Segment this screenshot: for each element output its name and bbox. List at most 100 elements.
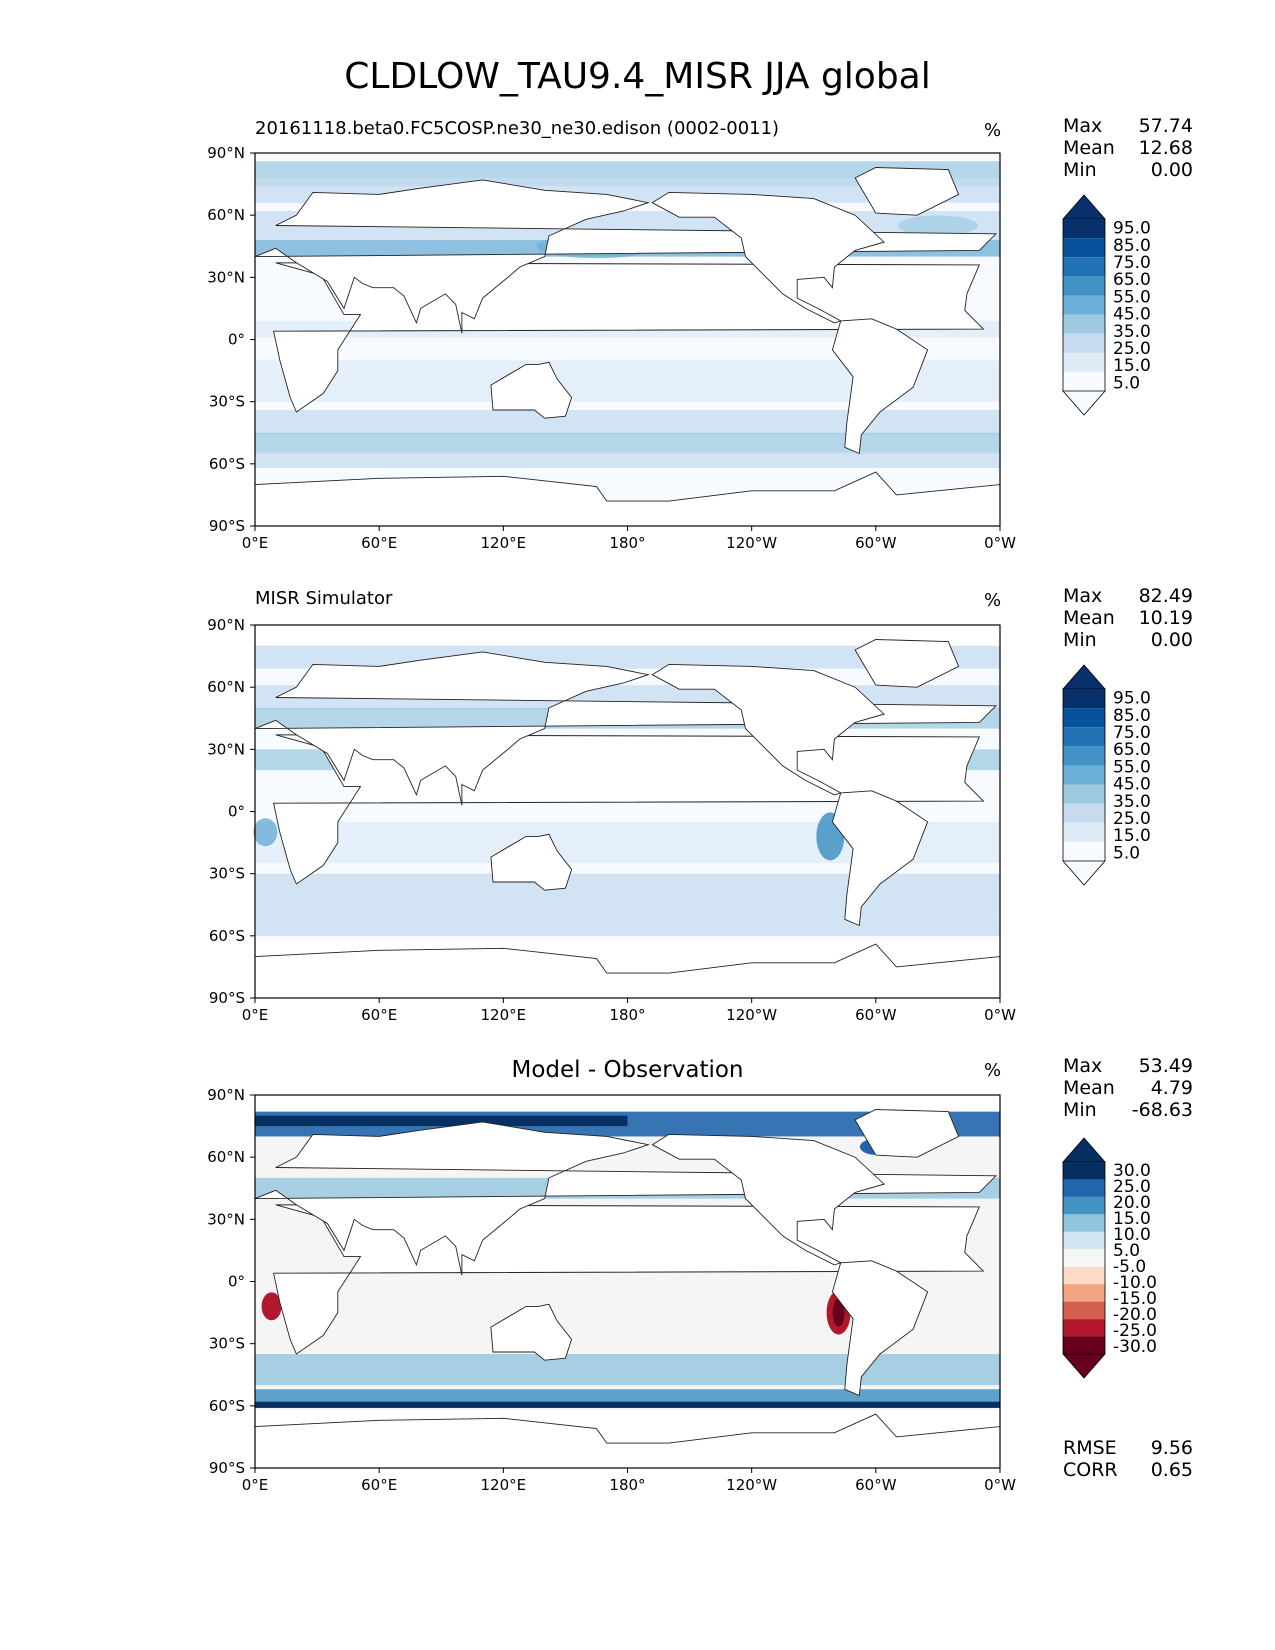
lat-tick-label: 60°N	[207, 678, 245, 696]
coastline	[831, 1260, 929, 1397]
colorbar-frame	[1062, 219, 1106, 391]
lon-tick-label: 0°E	[242, 534, 269, 552]
colorbar-tick-label: 25.0	[1113, 1177, 1151, 1197]
colorbar-segment	[1063, 1162, 1105, 1180]
lon-tick-label: 120°E	[481, 1476, 527, 1494]
coastline	[831, 790, 929, 927]
map-panel-3: 90°N 60°N 30°N 0° 30°S 60°S 90°S0°E 60°E 120°E 18…	[207, 1086, 1016, 1494]
colorbar-extend-min	[1062, 1353, 1106, 1379]
corr-value: 0.65	[1150, 1459, 1193, 1481]
max-value: 53.49	[1138, 1055, 1193, 1077]
colorbar-segment	[1063, 1231, 1105, 1250]
lat-tick-label: 30°N	[207, 740, 245, 758]
lon-tick-label: 60°E	[361, 1006, 397, 1024]
colorbar-tick-label: 5.0	[1113, 373, 1140, 393]
colorbar-tick-label: 25.0	[1113, 809, 1151, 829]
mean-value: 4.79	[1150, 1077, 1193, 1099]
colorbar-segment	[1063, 1266, 1105, 1285]
mean-label: Mean	[1063, 137, 1115, 159]
map-panel-1: 90°N 60°N 30°N 0° 30°S 60°S 90°S0°E 60°E 120°E 18…	[207, 144, 1016, 552]
coastline	[651, 1133, 885, 1266]
panel-title: Model - Observation	[511, 1057, 744, 1083]
lat-tick-label: 90°N	[207, 1086, 245, 1104]
min-label: Min	[1063, 1099, 1097, 1121]
lon-tick-label: 0°W	[984, 1006, 1016, 1024]
lat-tick-label: 30°S	[209, 393, 245, 411]
coastline	[254, 179, 997, 334]
lat-tick-label: 30°S	[209, 1335, 245, 1353]
colorbar-segment	[1063, 803, 1105, 823]
stats-box: Max 57.74 Mean 12.68 Min 0.00	[1063, 115, 1193, 181]
min-label: Min	[1063, 159, 1097, 181]
lon-tick-label: 0°E	[242, 1006, 269, 1024]
colorbar-segment	[1063, 708, 1105, 728]
coastline	[651, 191, 885, 324]
colorbar-tick-label: 75.0	[1113, 253, 1151, 273]
colorbar-tick-label: -15.0	[1113, 1289, 1157, 1309]
max-value: 57.74	[1138, 115, 1193, 137]
cloud-band	[255, 432, 1000, 454]
coastline	[854, 639, 960, 688]
colorbar-segment	[1063, 727, 1105, 747]
mean-value: 10.19	[1138, 607, 1193, 629]
colorbar-segment	[1063, 1319, 1105, 1337]
min-value: 0.00	[1150, 159, 1193, 181]
max-value: 82.49	[1138, 585, 1193, 607]
lon-tick-label: 180°	[609, 1006, 645, 1024]
lat-tick-label: 90°S	[209, 1459, 245, 1477]
panel-title: MISR Simulator	[255, 588, 393, 609]
diff-band	[255, 1354, 1000, 1386]
coastline	[254, 651, 997, 806]
coastline	[490, 1303, 573, 1361]
colorbar-segment	[1063, 822, 1105, 842]
cloud-band	[255, 915, 1000, 936]
min-value: -68.63	[1131, 1099, 1193, 1121]
panel-diff: Model - Observation % Max 53.49 Mean 4.79 …	[0, 0, 1275, 1481]
lat-tick-label: 0°	[228, 331, 245, 349]
colorbar-segment	[1063, 352, 1105, 372]
colorbar-segment	[1063, 295, 1105, 315]
colorbar-tick-label: 5.0	[1113, 1241, 1140, 1261]
colorbar-segment	[1063, 238, 1105, 258]
cloud-band	[255, 873, 1000, 916]
colorbar-3: 30.025.020.015.010.05.0-5.0-10.0-15.0-20…	[1062, 1137, 1157, 1379]
colorbar-tick-label: 55.0	[1113, 757, 1151, 777]
colorbar-tick-label: 5.0	[1113, 843, 1140, 863]
colorbar-segment	[1063, 1301, 1105, 1320]
colorbar-tick-label: -20.0	[1113, 1305, 1157, 1325]
lon-tick-label: 60°E	[361, 1476, 397, 1494]
lat-tick-label: 90°N	[207, 144, 245, 162]
max-label: Max	[1063, 1055, 1103, 1077]
lon-tick-label: 120°E	[481, 534, 527, 552]
coastline	[490, 361, 573, 419]
colorbar-tick-label: 15.0	[1113, 1209, 1151, 1229]
lon-tick-label: 180°	[609, 534, 645, 552]
lat-tick-label: 30°N	[207, 268, 245, 286]
map-panel-2: 90°N 60°N 30°N 0° 30°S 60°S 90°S0°E 60°E 120°E 18…	[207, 616, 1016, 1024]
lon-tick-label: 120°E	[481, 1006, 527, 1024]
colorbar-segment	[1063, 746, 1105, 766]
colorbar-segment	[1063, 371, 1105, 391]
colorbar-segment	[1063, 1179, 1105, 1197]
stats-box: Max 53.49 Mean 4.79 Min -68.63	[1063, 1055, 1193, 1121]
colorbar-segment	[1063, 1249, 1105, 1267]
coastline	[854, 1109, 960, 1158]
colorbar-frame	[1062, 1162, 1106, 1354]
colorbar-tick-label: -25.0	[1113, 1321, 1157, 1341]
figure-title: CLDLOW_TAU9.4_MISR JJA global	[344, 56, 931, 97]
panel-obs: MISR Simulator % Max 82.49 Mean 10.19 Min 0…	[0, 0, 1275, 651]
colorbar-tick-label: 55.0	[1113, 287, 1151, 307]
coastline	[831, 318, 929, 455]
lat-tick-label: 30°S	[209, 865, 245, 883]
cloud-band	[255, 451, 1000, 468]
error-stats: RMSE 9.56 CORR 0.65	[1063, 1437, 1193, 1481]
colorbar-segment	[1063, 784, 1105, 804]
colorbar-segment	[1063, 333, 1105, 353]
panel-title: 20161118.beta0.FC5COSP.ne30_ne30.edison …	[255, 118, 780, 139]
lon-tick-label: 0°W	[984, 1476, 1016, 1494]
colorbar-tick-label: 65.0	[1113, 740, 1151, 760]
coastline	[254, 1121, 997, 1276]
colorbar-tick-label: 85.0	[1113, 236, 1151, 256]
rmse-label: RMSE	[1063, 1437, 1117, 1459]
